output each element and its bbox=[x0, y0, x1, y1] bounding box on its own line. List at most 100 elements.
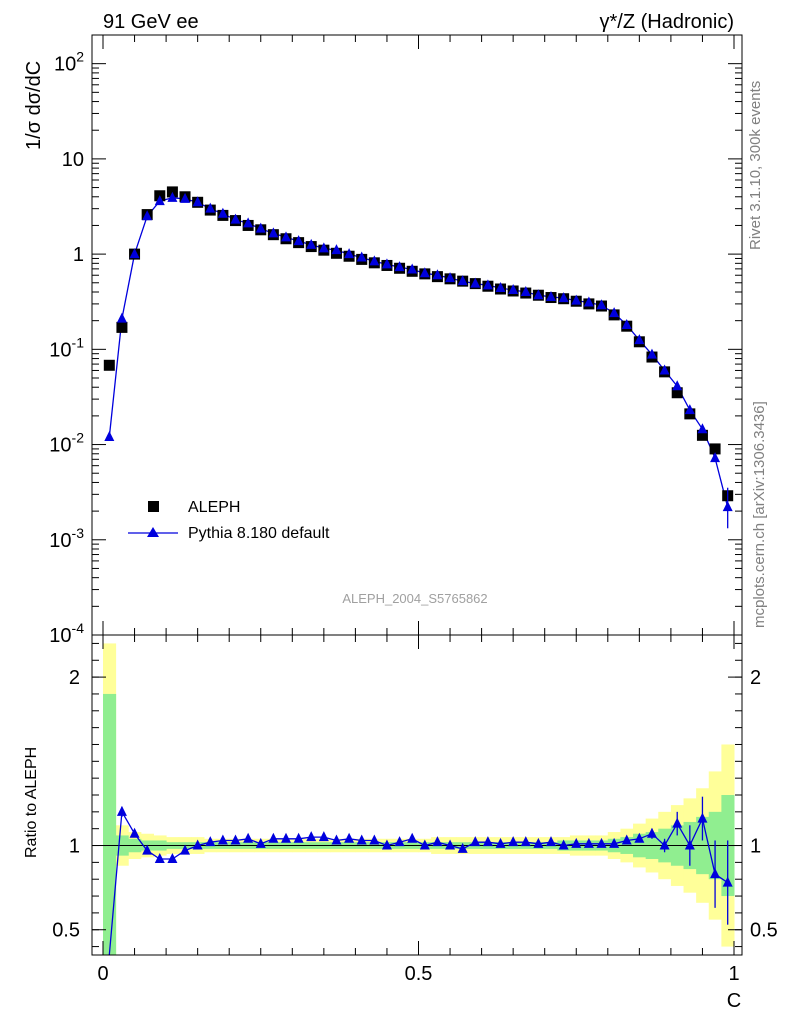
mc-point bbox=[697, 423, 708, 434]
ratio-point bbox=[546, 836, 557, 847]
mc-point bbox=[255, 222, 266, 233]
ratio-point bbox=[710, 868, 721, 879]
ratio-point bbox=[482, 836, 493, 847]
ratio-point bbox=[457, 842, 468, 853]
tick-exponent: -4 bbox=[72, 620, 85, 636]
ratio-point bbox=[445, 839, 456, 850]
ratio-panel-frame bbox=[91, 634, 743, 956]
mc-point bbox=[356, 251, 367, 262]
main-plot-marks bbox=[103, 186, 734, 529]
ratio-point bbox=[142, 844, 153, 855]
top-y-tick-label: 1 bbox=[73, 244, 84, 266]
ratio-point bbox=[268, 832, 279, 843]
mc-point bbox=[596, 299, 607, 310]
top-y-axis-title: 1/σ dσ/dC bbox=[23, 61, 45, 150]
top-y-ticks: 10-4 10-3 10-2 10-1 1 10 102 bbox=[49, 49, 742, 647]
ratio-point bbox=[344, 832, 355, 843]
tick-exponent: -3 bbox=[72, 525, 85, 541]
mc-point bbox=[344, 248, 355, 259]
ratio-point bbox=[331, 834, 342, 845]
ratio-point bbox=[508, 836, 519, 847]
mc-point bbox=[432, 269, 443, 280]
tick-exponent: 2 bbox=[76, 49, 84, 65]
mc-point bbox=[154, 195, 165, 206]
ratio-point bbox=[621, 834, 632, 845]
mc-point bbox=[116, 312, 127, 323]
mc-point bbox=[445, 272, 456, 283]
ratio-point bbox=[369, 834, 380, 845]
mc-point bbox=[470, 277, 481, 288]
ratio-point bbox=[634, 832, 645, 843]
ratio-point bbox=[230, 834, 241, 845]
ratio-point bbox=[407, 832, 418, 843]
ratio-point bbox=[609, 837, 620, 848]
legend-aleph-label: ALEPH bbox=[188, 499, 240, 516]
legend-mc-label: Pythia 8.180 default bbox=[188, 525, 330, 542]
aleph-data-point bbox=[116, 321, 128, 333]
ratio-y-tick-label: 1 bbox=[69, 836, 80, 858]
ratio-y-axis-title: Ratio to ALEPH bbox=[23, 747, 40, 858]
mc-point bbox=[306, 238, 317, 249]
aleph-data-point bbox=[671, 387, 683, 399]
mc-point bbox=[192, 196, 203, 207]
mc-point bbox=[142, 210, 153, 221]
ratio-y-tick-label-right: 2 bbox=[750, 667, 761, 689]
ratio-point bbox=[116, 805, 127, 816]
legend-mc-marker bbox=[147, 527, 159, 537]
mc-point bbox=[293, 235, 304, 246]
mc-point bbox=[546, 290, 557, 301]
rivet-label: Rivet 3.1.10, 300k events bbox=[747, 81, 764, 250]
legend: ALEPH Pythia 8.180 default bbox=[128, 499, 330, 542]
ratio-point bbox=[381, 839, 392, 850]
mc-point bbox=[394, 261, 405, 272]
mc-line bbox=[108, 197, 729, 508]
mc-point bbox=[331, 244, 342, 255]
ratio-point bbox=[571, 837, 582, 848]
ratio-point bbox=[154, 853, 165, 863]
mc-point bbox=[571, 294, 582, 305]
ratio-point bbox=[697, 812, 708, 823]
tick-exponent: -2 bbox=[72, 430, 85, 446]
ratio-point bbox=[192, 839, 203, 850]
mc-point bbox=[659, 364, 670, 375]
mc-point bbox=[381, 258, 392, 269]
ratio-point bbox=[280, 832, 291, 843]
main-panel-frame bbox=[91, 34, 743, 636]
ratio-point bbox=[293, 832, 304, 843]
ratio-marks bbox=[108, 796, 733, 956]
ratio-point bbox=[432, 836, 443, 847]
mc-point bbox=[129, 248, 140, 259]
ratio-point bbox=[722, 876, 733, 887]
mc-point bbox=[621, 319, 632, 330]
mc-point bbox=[217, 207, 228, 218]
ratio-point bbox=[419, 839, 430, 850]
mc-point bbox=[710, 452, 721, 463]
mc-point bbox=[508, 283, 519, 294]
ratio-point bbox=[356, 834, 367, 845]
mc-point bbox=[205, 202, 216, 213]
ratio-y-ticks: 0.5 0.5 1 1 2 2 bbox=[52, 642, 778, 948]
ratio-point bbox=[596, 837, 607, 848]
ratio-point bbox=[533, 837, 544, 848]
ratio-point bbox=[217, 834, 228, 845]
x-tick-label: 1 bbox=[728, 963, 739, 985]
ratio-point bbox=[558, 839, 569, 850]
ratio-point bbox=[394, 836, 405, 847]
top-y-tick-label: 10-1 bbox=[49, 334, 84, 361]
ratio-point bbox=[646, 827, 657, 838]
ratio-point bbox=[129, 827, 140, 838]
ratio-y-tick-label-right: 0.5 bbox=[750, 920, 778, 942]
mc-point bbox=[280, 231, 291, 242]
mcplots-label: mcplots.cern.ch [arXiv:1306.3436] bbox=[751, 401, 768, 628]
tick-exponent: -1 bbox=[72, 334, 85, 350]
mc-point bbox=[407, 263, 418, 274]
ratio-point bbox=[255, 837, 266, 848]
mc-point bbox=[634, 334, 645, 345]
analysis-watermark: ALEPH_2004_S5765862 bbox=[342, 591, 487, 606]
aleph-data-point bbox=[709, 443, 721, 455]
process-title: γ*/Z (Hadronic) bbox=[600, 11, 734, 33]
x-axis-ticks: 0 0.5 1 bbox=[97, 35, 740, 985]
top-y-tick-label: 10-2 bbox=[49, 430, 84, 457]
mc-point bbox=[684, 404, 695, 415]
ratio-point bbox=[243, 832, 254, 843]
